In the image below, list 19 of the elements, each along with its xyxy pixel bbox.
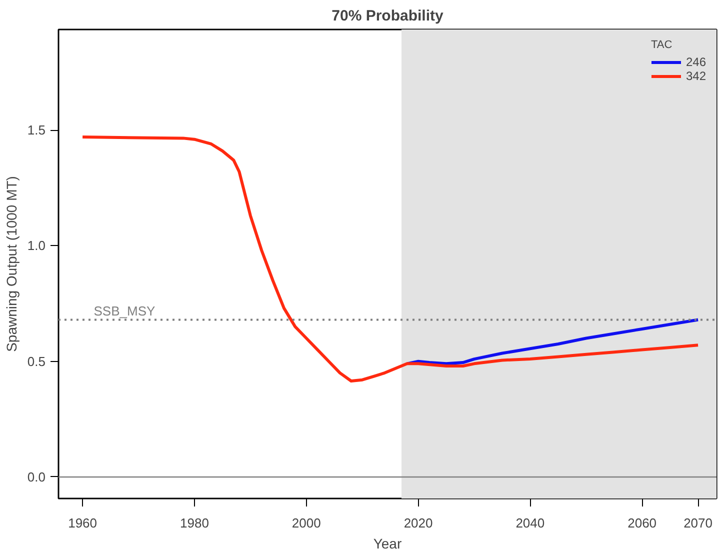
legend-label: 246	[686, 55, 706, 69]
legend-label: 342	[686, 69, 706, 83]
y-tick-label: 1.0	[27, 238, 46, 254]
x-axis-title: Year	[373, 536, 402, 552]
x-tick-label: 1960	[68, 516, 98, 530]
line-series	[81, 136, 700, 383]
y-tick-label: 0.5	[27, 354, 46, 369]
x-tick-label: 2040	[516, 516, 545, 530]
x-tick-label: 2070	[684, 516, 712, 530]
chart-title: 70% Probability	[332, 8, 444, 24]
y-tick-label: 1.5	[27, 122, 46, 138]
x-tick-label: 2020	[404, 516, 433, 530]
x-tick-label: 2060	[628, 516, 657, 530]
y-tick-label: 0.0	[27, 469, 46, 484]
legend-title: TAC	[650, 39, 674, 51]
y-axis-title: Spawning Output (1000 MT)	[3, 176, 20, 352]
x-tick-label: 2000	[292, 516, 321, 530]
x-tick-label: 1980	[180, 516, 209, 530]
ref-line-label: SSB_MSY	[94, 304, 156, 319]
